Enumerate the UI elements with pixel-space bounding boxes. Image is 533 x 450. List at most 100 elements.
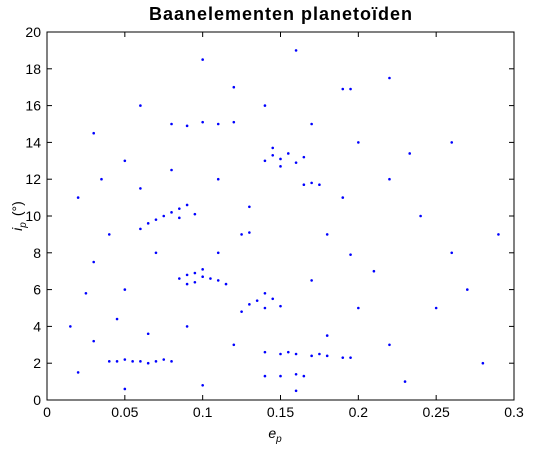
point: [286, 152, 290, 155]
point: [131, 360, 134, 363]
point: [240, 233, 243, 236]
y-tick-label: 6: [33, 282, 41, 298]
point: [170, 211, 173, 214]
point: [92, 339, 95, 343]
point: [263, 350, 267, 354]
y-tick-label: 8: [33, 245, 41, 261]
x-tick-label: 0.05: [111, 404, 138, 420]
point: [201, 58, 204, 61]
point: [349, 87, 352, 91]
x-tick-label: 0.2: [349, 404, 369, 420]
point: [325, 233, 329, 236]
point: [123, 288, 127, 291]
point: [357, 306, 360, 310]
point: [193, 271, 197, 275]
point: [123, 159, 127, 163]
point: [216, 251, 220, 255]
point: [263, 159, 267, 163]
point: [139, 360, 142, 363]
y-tick-label: 2: [33, 355, 41, 371]
point: [107, 233, 111, 236]
point: [450, 251, 454, 255]
point: [279, 157, 282, 161]
point: [310, 181, 313, 185]
point: [84, 291, 88, 295]
y-tick-label: 10: [25, 208, 41, 224]
point: [481, 361, 485, 365]
point: [248, 303, 251, 306]
y-axis-label: ip (°): [9, 201, 29, 231]
point: [201, 120, 204, 124]
point: [216, 177, 220, 181]
point: [388, 343, 391, 347]
point: [294, 372, 298, 376]
point: [139, 227, 142, 231]
point: [201, 275, 204, 279]
point: [154, 218, 158, 221]
plot-area: [46, 31, 515, 401]
point: [115, 360, 119, 363]
point: [146, 332, 150, 336]
y-label-sub: p: [18, 222, 29, 229]
point: [497, 233, 500, 236]
point: [154, 251, 158, 255]
x-tick-label: 0.3: [504, 404, 524, 420]
point: [185, 325, 189, 328]
y-tick-label: 14: [25, 134, 41, 150]
point: [263, 291, 267, 295]
point: [216, 279, 220, 282]
point: [341, 87, 345, 91]
point: [193, 280, 197, 284]
point: [279, 374, 282, 378]
point: [146, 222, 150, 225]
y-tick-label: 12: [25, 171, 41, 187]
point: [201, 383, 204, 387]
point: [302, 374, 306, 378]
x-label-sub: p: [275, 434, 282, 445]
point: [450, 141, 454, 144]
point: [341, 196, 345, 199]
x-tick-label: 0.1: [193, 404, 213, 420]
point: [294, 389, 298, 393]
point: [372, 269, 376, 273]
y-label: i: [9, 227, 25, 231]
point: [294, 49, 298, 52]
point: [318, 352, 321, 356]
y-tick-label: 18: [25, 61, 41, 77]
point: [178, 216, 181, 220]
y-tick-label: 4: [33, 318, 41, 334]
point: [139, 187, 142, 190]
point: [170, 168, 173, 172]
point: [263, 374, 267, 378]
point: [123, 358, 127, 361]
point: [302, 183, 306, 187]
point: [408, 152, 412, 155]
point: [232, 343, 236, 347]
point: [279, 165, 282, 168]
point: [325, 354, 329, 358]
point: [146, 361, 150, 365]
point: [349, 253, 352, 256]
chart-title: Baanelementen planetoïden: [149, 4, 413, 24]
point: [185, 203, 189, 207]
point: [185, 124, 189, 128]
point: [294, 161, 298, 164]
point: [216, 122, 220, 126]
point: [170, 122, 173, 126]
point: [279, 304, 282, 308]
point: [286, 350, 290, 354]
point: [294, 352, 298, 356]
point: [310, 354, 313, 358]
point: [248, 231, 251, 234]
point: [434, 306, 438, 310]
x-label: e: [268, 425, 276, 441]
y-label-unit: (°): [9, 201, 25, 216]
y-tick-label: 0: [33, 392, 41, 408]
x-tick-label: 0.25: [423, 404, 450, 420]
point: [76, 371, 80, 374]
point: [388, 177, 391, 181]
point: [232, 85, 236, 89]
point: [466, 288, 469, 291]
point: [271, 153, 275, 157]
